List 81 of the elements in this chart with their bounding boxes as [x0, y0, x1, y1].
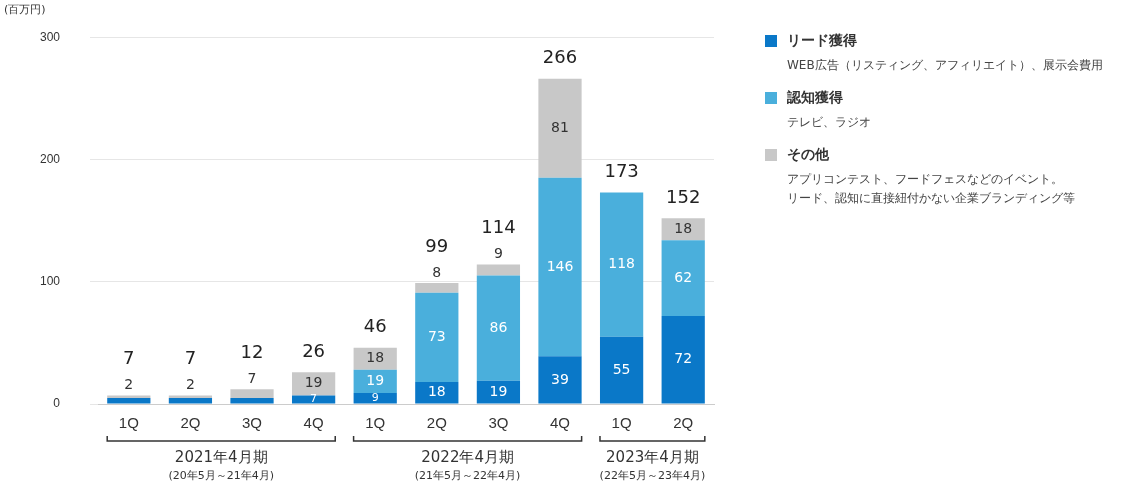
- text: リード、認知に直接紐付かない企業ブランディング等: [787, 190, 1076, 207]
- bar: [107, 395, 151, 398]
- total-label: 173: [604, 160, 639, 182]
- bar: [291, 395, 336, 404]
- bar: [538, 356, 582, 404]
- data-label: 2: [185, 376, 195, 393]
- bar: [476, 275, 521, 381]
- data-label: 86: [489, 318, 508, 335]
- data-label: 8: [432, 263, 442, 280]
- text: WEB広告（リスティング、アフィリエイト）、展示会費用: [787, 57, 1103, 74]
- bar: [415, 282, 459, 293]
- legend-label: リード獲得: [787, 32, 857, 50]
- bar: [476, 264, 521, 276]
- bar: [415, 292, 459, 382]
- x-tick-label: 3Q: [488, 414, 509, 432]
- data-label: 81: [551, 118, 569, 135]
- data-label: 72: [674, 350, 693, 367]
- y-tick-label: 300: [39, 29, 61, 44]
- legend-label: その他: [787, 146, 829, 164]
- total-label: 46: [363, 315, 387, 337]
- data-label: 118: [608, 255, 635, 272]
- data-label: 9: [371, 391, 379, 405]
- legend-label: 認知獲得: [787, 89, 843, 107]
- text: (21年5月～22年4月): [414, 468, 521, 482]
- data-label: 18: [427, 383, 446, 400]
- data-label: 2: [124, 376, 134, 393]
- total-label: 7: [123, 347, 135, 369]
- bar: [599, 336, 644, 404]
- data-label: 19: [304, 374, 323, 391]
- bar: [661, 315, 705, 404]
- x-tick-label: 3Q: [242, 414, 263, 432]
- bar: [107, 397, 151, 404]
- y-axis-title: (百万円): [4, 2, 46, 16]
- bar: [415, 381, 459, 404]
- x-tick-label: 1Q: [611, 414, 632, 432]
- text: (22年5月～23年4月): [599, 468, 706, 482]
- text: 2022年4月期: [421, 447, 514, 466]
- text: テレビ、ラジオ: [787, 114, 872, 131]
- bar: [353, 393, 397, 404]
- total-label: 114: [481, 216, 516, 238]
- data-label: 39: [551, 370, 569, 387]
- x-tick-label: 2Q: [180, 414, 201, 432]
- data-label: 55: [612, 360, 631, 377]
- data-label: 9: [493, 245, 503, 262]
- text: 2021年4月期: [174, 447, 268, 466]
- total-label: 26: [302, 339, 326, 361]
- data-label: 7: [310, 392, 318, 406]
- data-label: 19: [366, 372, 385, 389]
- total-label: 152: [666, 185, 701, 207]
- text: アプリコンテスト、フードフェスなどのイベント。: [787, 171, 1064, 188]
- y-tick-label: 0: [53, 396, 61, 411]
- bar: [230, 389, 274, 398]
- bar: [476, 380, 521, 404]
- data-label: 7: [247, 369, 257, 386]
- data-label: 146: [546, 257, 574, 274]
- data-label: 18: [674, 219, 693, 236]
- y-tick-label: 100: [39, 274, 61, 289]
- y-tick-label: 200: [39, 151, 61, 166]
- x-tick-label: 2Q: [426, 414, 447, 432]
- data-label: 18: [366, 349, 385, 366]
- bar: [168, 395, 213, 398]
- bar: [661, 240, 705, 316]
- data-label: 19: [489, 382, 508, 399]
- bar: [168, 397, 213, 404]
- text: (20年5月～21年4月): [168, 468, 275, 482]
- total-label: 7: [184, 347, 197, 369]
- total-label: 12: [240, 341, 264, 362]
- bar: [538, 177, 582, 357]
- x-tick-label: 1Q: [118, 414, 139, 432]
- data-label: 73: [427, 328, 446, 345]
- text: 2023年4月期: [606, 447, 699, 466]
- x-tick-label: 4Q: [303, 414, 324, 432]
- total-label: 266: [542, 46, 578, 68]
- x-tick-label: 1Q: [365, 414, 386, 432]
- bar: [538, 78, 582, 178]
- total-label: 99: [425, 234, 449, 256]
- data-label: 62: [674, 268, 693, 285]
- x-tick-label: 4Q: [550, 414, 571, 432]
- bar: [230, 397, 274, 404]
- bar: [599, 192, 644, 337]
- x-tick-label: 2Q: [673, 414, 694, 432]
